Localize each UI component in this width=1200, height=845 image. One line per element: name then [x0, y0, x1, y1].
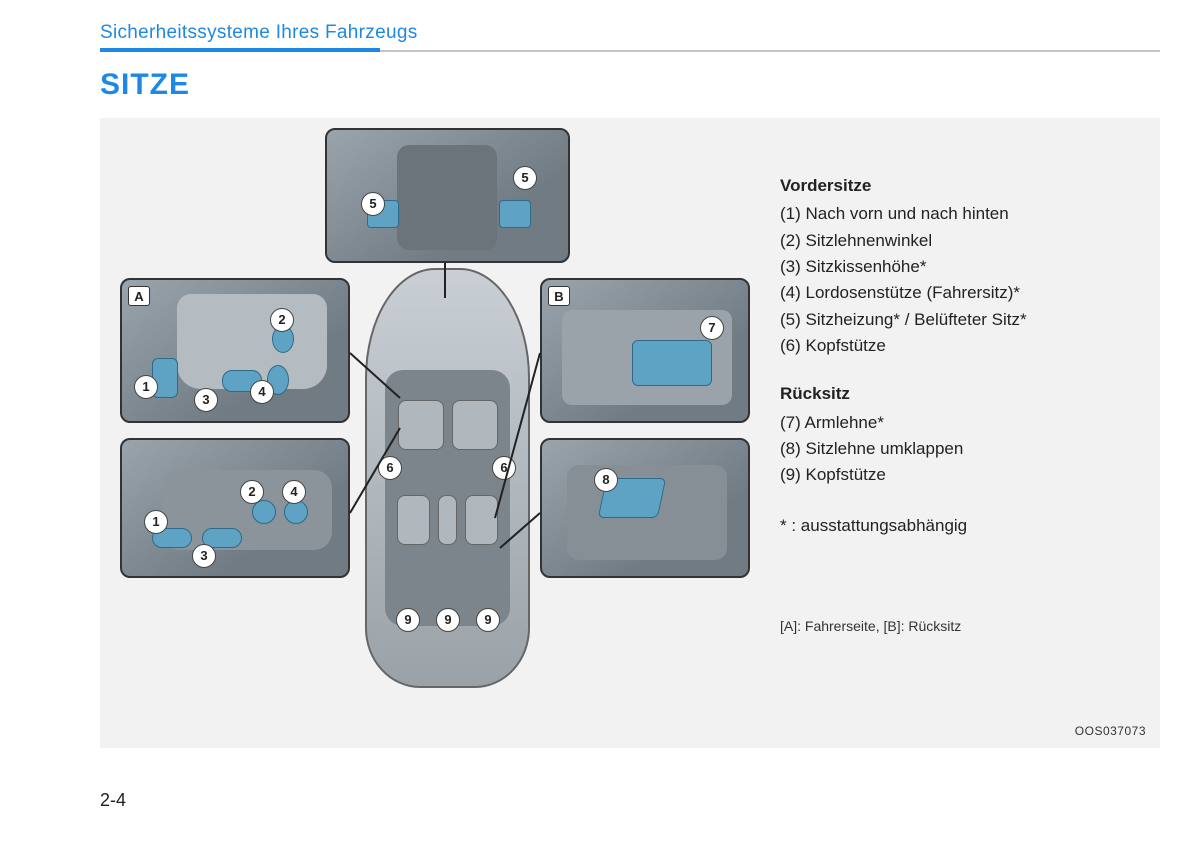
callout-top: 5 5 — [325, 128, 570, 263]
callout-top-num-2: 5 — [513, 166, 537, 190]
figure-code: OOS037073 — [1075, 724, 1146, 738]
callout-top-num-1: 5 — [361, 192, 385, 216]
front-heading: Vordersitze — [780, 173, 1120, 199]
section-title: SITZE — [100, 68, 190, 102]
callout-letter-a: A — [128, 286, 150, 306]
rear-item-1: (7) Armlehne* — [780, 410, 1120, 436]
front-item-2: (2) Sitzlehnenwinkel — [780, 228, 1120, 254]
footnote: * : ausstattungsabhängig — [780, 513, 1120, 539]
num-6-right: 6 — [492, 456, 516, 480]
num-6-left: 6 — [378, 456, 402, 480]
callout-b-upper: B 7 — [540, 278, 750, 423]
callout-letter-b: B — [548, 286, 570, 306]
diagram: 6 6 9 9 9 5 5 A 1 2 3 4 — [100, 118, 760, 748]
figure-area: 6 6 9 9 9 5 5 A 1 2 3 4 — [100, 118, 1160, 748]
front-item-6: (6) Kopfstütze — [780, 333, 1120, 359]
callout-b-lower: 8 — [540, 438, 750, 578]
front-item-4: (4) Lordosenstütze (Fahrersitz)* — [780, 280, 1120, 306]
front-item-5: (5) Sitzheizung* / Belüfteter Sitz* — [780, 307, 1120, 333]
a-upper-n1: 1 — [134, 375, 158, 399]
rear-heading: Rücksitz — [780, 381, 1120, 407]
rear-item-2: (8) Sitzlehne umklappen — [780, 436, 1120, 462]
front-item-3: (3) Sitzkissenhöhe* — [780, 254, 1120, 280]
chapter-title: Sicherheitssysteme Ihres Fahrzeugs — [100, 22, 418, 44]
page-number: 2-4 — [100, 790, 126, 811]
a-upper-n2: 2 — [270, 308, 294, 332]
a-upper-n3: 3 — [194, 388, 218, 412]
a-lower-n3: 3 — [192, 544, 216, 568]
callout-a-upper: A 1 2 3 4 — [120, 278, 350, 423]
legend-text: Vordersitze (1) Nach vorn und nach hinte… — [780, 173, 1120, 539]
rear-item-3: (9) Kopfstütze — [780, 462, 1120, 488]
callout-a-lower: 1 2 3 4 — [120, 438, 350, 578]
num-9-b: 9 — [436, 608, 460, 632]
b-lower-n8: 8 — [594, 468, 618, 492]
a-lower-n4: 4 — [282, 480, 306, 504]
front-item-1: (1) Nach vorn und nach hinten — [780, 201, 1120, 227]
header-rule — [100, 48, 1160, 52]
num-9-c: 9 — [476, 608, 500, 632]
a-lower-n1: 1 — [144, 510, 168, 534]
b-upper-n7: 7 — [700, 316, 724, 340]
num-9-a: 9 — [396, 608, 420, 632]
a-upper-n4: 4 — [250, 380, 274, 404]
figure-panel-key: [A]: Fahrerseite, [B]: Rücksitz — [780, 618, 961, 634]
a-lower-n2: 2 — [240, 480, 264, 504]
